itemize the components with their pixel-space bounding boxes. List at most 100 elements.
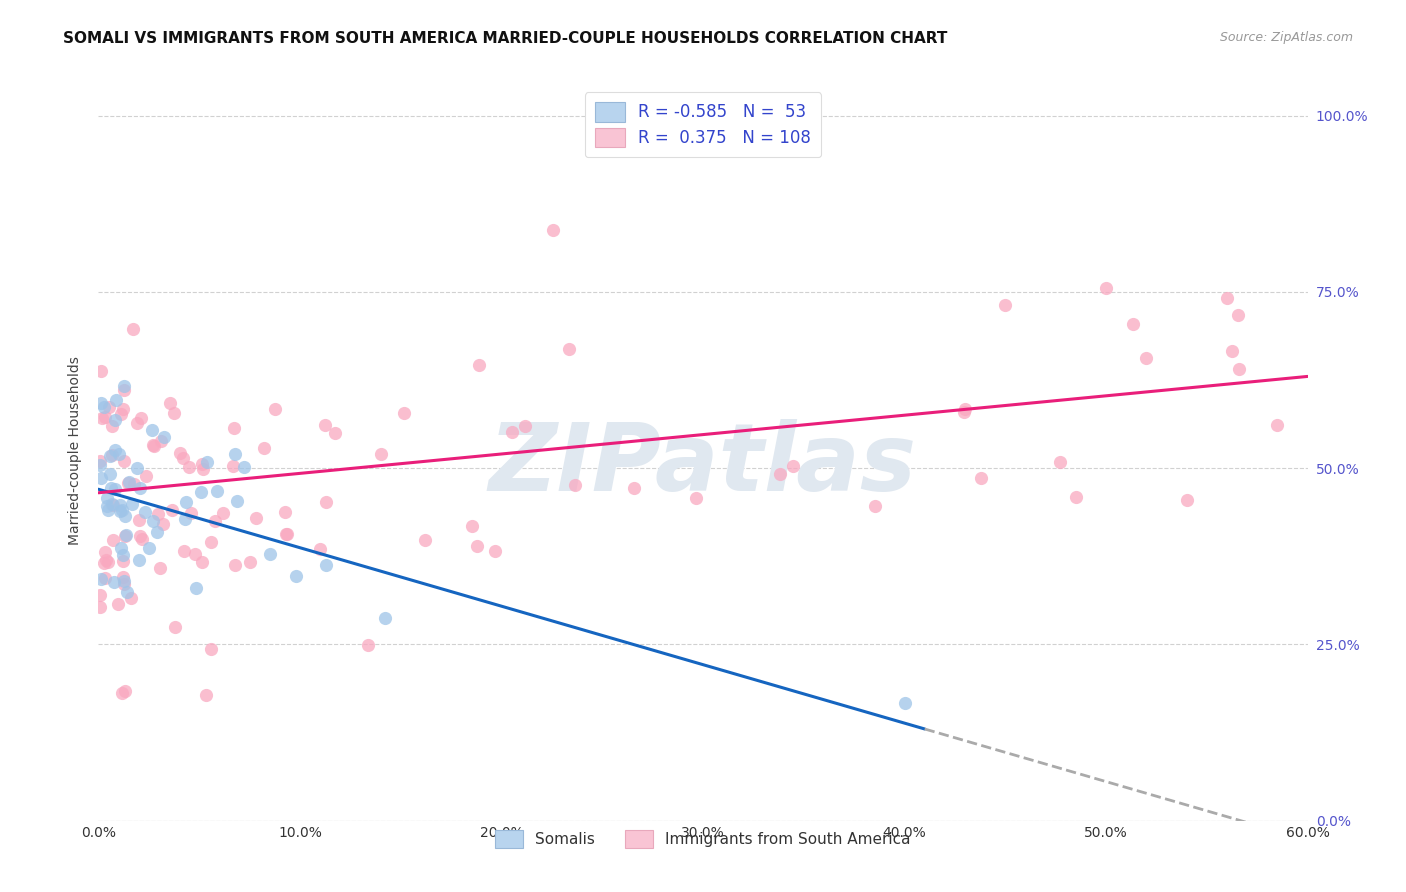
Point [224, 558, 246, 572]
Point [90, 572, 112, 586]
Point [149, 561, 172, 575]
Point [96, 491, 118, 506]
Point [1227, 361, 1250, 376]
Point [89, 588, 111, 602]
Point [128, 513, 150, 527]
Point [111, 548, 134, 562]
Point [685, 491, 707, 506]
Legend: Somalis, Immigrants from South America: Somalis, Immigrants from South America [489, 824, 917, 854]
Point [253, 441, 276, 455]
Point [93, 545, 115, 559]
Text: Source: ZipAtlas.com: Source: ZipAtlas.com [1219, 31, 1353, 45]
Point [163, 619, 186, 633]
Point [90, 410, 112, 425]
Point [1267, 417, 1289, 432]
Point [94, 553, 117, 567]
Point [128, 529, 150, 543]
Point [953, 401, 976, 416]
Point [114, 508, 136, 523]
Point [191, 555, 214, 569]
Point [465, 539, 488, 553]
Point [94, 571, 117, 585]
Point [190, 457, 212, 471]
Point [101, 497, 124, 511]
Point [141, 424, 163, 438]
Point [564, 478, 586, 492]
Point [177, 460, 200, 475]
Point [274, 505, 297, 519]
Point [93, 556, 115, 570]
Point [118, 475, 141, 489]
Point [90, 396, 112, 410]
Point [284, 568, 307, 582]
Point [97, 401, 120, 415]
Point [89, 453, 111, 467]
Point [1175, 493, 1198, 508]
Point [104, 392, 127, 407]
Point [184, 581, 207, 595]
Point [200, 535, 222, 549]
Point [970, 470, 993, 484]
Point [460, 519, 482, 533]
Y-axis label: Married-couple Households: Married-couple Households [69, 356, 83, 545]
Point [232, 460, 254, 475]
Point [111, 554, 134, 568]
Point [103, 533, 125, 547]
Point [110, 504, 132, 518]
Point [173, 543, 195, 558]
Point [994, 298, 1017, 312]
Point [110, 408, 132, 422]
Point [413, 533, 436, 547]
Point [1227, 308, 1250, 322]
Point [153, 430, 176, 444]
Point [127, 416, 149, 430]
Point [160, 503, 183, 517]
Point [122, 477, 145, 491]
Point [111, 570, 134, 584]
Point [103, 574, 125, 589]
Point [114, 528, 136, 542]
Point [98, 467, 121, 481]
Point [174, 512, 197, 526]
Point [98, 450, 121, 464]
Point [89, 599, 111, 614]
Point [108, 447, 131, 461]
Point [263, 401, 285, 416]
Point [114, 683, 136, 698]
Point [1095, 281, 1118, 295]
Point [221, 458, 243, 473]
Text: ZIPatlas: ZIPatlas [489, 419, 917, 511]
Point [200, 641, 222, 656]
Point [104, 413, 127, 427]
Point [135, 468, 157, 483]
Point [90, 363, 112, 377]
Point [394, 406, 416, 420]
Point [468, 358, 491, 372]
Point [1135, 351, 1157, 366]
Point [107, 597, 129, 611]
Point [558, 342, 581, 356]
Point [112, 454, 135, 468]
Point [863, 499, 886, 513]
Point [89, 458, 111, 472]
Point [212, 506, 235, 520]
Point [159, 396, 181, 410]
Point [111, 503, 134, 517]
Point [204, 514, 226, 528]
Point [129, 411, 152, 425]
Point [112, 574, 135, 588]
Point [893, 696, 915, 710]
Point [184, 547, 207, 561]
Point [127, 461, 149, 475]
Point [100, 419, 122, 434]
Point [224, 446, 246, 460]
Point [323, 425, 346, 440]
Point [239, 555, 262, 569]
Point [768, 467, 790, 481]
Point [142, 515, 165, 529]
Point [1216, 291, 1239, 305]
Point [112, 401, 135, 416]
Point [357, 638, 380, 652]
Point [195, 455, 218, 469]
Point [110, 498, 132, 512]
